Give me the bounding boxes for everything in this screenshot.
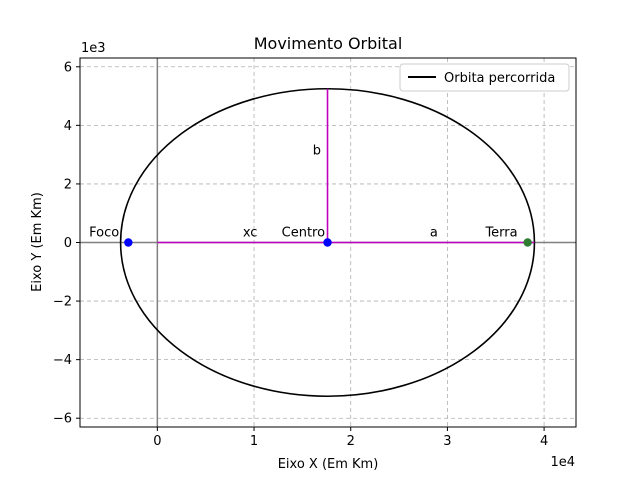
x-tick-label: 2 bbox=[347, 434, 355, 449]
x-tick-label: 3 bbox=[443, 434, 451, 449]
y-tick-label: −4 bbox=[53, 353, 72, 368]
annotation-foco: Foco bbox=[89, 226, 119, 241]
y-tick-label: 2 bbox=[64, 177, 72, 192]
point-centro bbox=[323, 238, 332, 247]
tick-layer: 0 1 2 3 4 −6 −4 −2 0 2 4 6 bbox=[53, 60, 548, 449]
y-tick-label: 0 bbox=[64, 236, 72, 251]
annotation-xc: xc bbox=[243, 226, 258, 241]
annotation-a: a bbox=[430, 226, 438, 241]
x-tick-label: 4 bbox=[540, 434, 548, 449]
marker-layer bbox=[124, 238, 532, 247]
x-tick-label: 1 bbox=[250, 434, 258, 449]
legend-entry-orbita: Orbita percorrida bbox=[444, 71, 555, 86]
annotation-terra: Terra bbox=[484, 226, 517, 241]
annotation-centro: Centro bbox=[282, 226, 325, 241]
y-tick-label: 6 bbox=[64, 60, 72, 75]
chart-title: Movimento Orbital bbox=[254, 34, 403, 53]
legend: Orbita percorrida bbox=[399, 63, 570, 92]
y-tick-label: −6 bbox=[53, 412, 72, 427]
x-offset-label: 1e4 bbox=[550, 455, 575, 470]
x-axis-label: Eixo X (Em Km) bbox=[278, 457, 379, 472]
point-terra bbox=[523, 238, 532, 247]
y-tick-label: −2 bbox=[53, 295, 72, 310]
point-foco bbox=[124, 238, 133, 247]
series-layer bbox=[119, 87, 536, 398]
legend-box bbox=[399, 63, 570, 92]
annotation-b: b bbox=[313, 144, 321, 159]
y-axis-label: Eixo Y (Em Km) bbox=[30, 192, 45, 292]
y-offset-label: 1e3 bbox=[81, 41, 106, 56]
x-tick-label: 0 bbox=[153, 434, 161, 449]
annotation-layer: Foco xc Centro b a Terra bbox=[89, 144, 518, 241]
y-tick-label: 4 bbox=[64, 119, 72, 134]
